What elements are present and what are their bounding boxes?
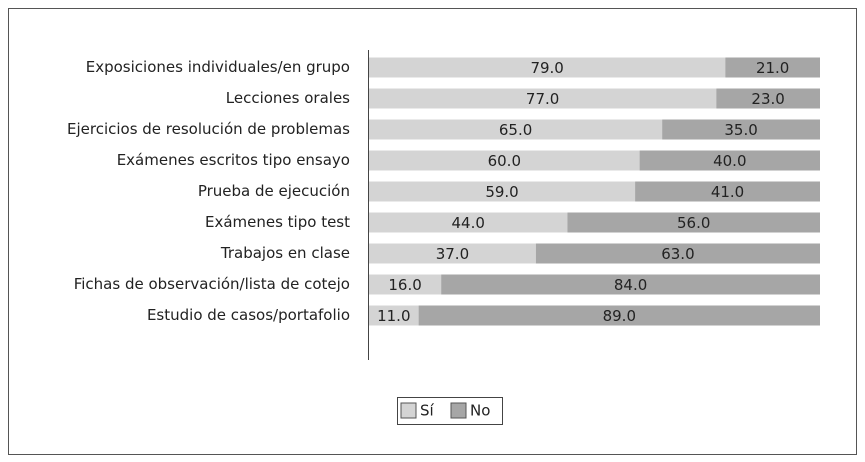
bar-segment: [441, 274, 820, 295]
bar-segment: [639, 150, 820, 171]
data-label: 40.0: [713, 152, 746, 170]
y-tick-label: Exámenes tipo test: [205, 213, 350, 231]
bar-segment: [725, 57, 820, 78]
data-label: 16.0: [388, 276, 421, 294]
data-label: 89.0: [603, 307, 636, 325]
legend-swatch: [400, 402, 417, 419]
data-label: 41.0: [711, 183, 744, 201]
data-label: 11.0: [377, 307, 410, 325]
y-tick-label: Exámenes escritos tipo ensayo: [117, 151, 350, 169]
y-tick-label: Prueba de ejecución: [198, 182, 350, 200]
bar-segment: [662, 119, 820, 140]
data-label: 35.0: [724, 121, 757, 139]
bar-segment: [369, 274, 442, 295]
bar-segment: [567, 212, 820, 233]
data-label: 84.0: [614, 276, 647, 294]
bar-segment: [369, 150, 640, 171]
y-tick-label: Ejercicios de resolución de problemas: [67, 120, 350, 138]
legend-swatch: [450, 402, 467, 419]
y-tick-label: Estudio de casos/portafolio: [147, 306, 350, 324]
bar-segment: [369, 212, 568, 233]
bar-segment: [369, 305, 419, 326]
legend-label: Sí: [420, 402, 435, 420]
bar-segment: [369, 243, 536, 264]
data-label: 56.0: [677, 214, 710, 232]
data-label: 44.0: [452, 214, 485, 232]
data-label: 79.0: [530, 59, 563, 77]
y-tick-label: Fichas de observación/lista de cotejo: [74, 275, 350, 293]
bar-segment: [635, 181, 820, 202]
bar-segment: [369, 181, 636, 202]
legend: [397, 397, 503, 425]
bar-segment: [418, 305, 820, 326]
bar-segment: [369, 57, 726, 78]
data-label: 37.0: [436, 245, 469, 263]
legend-label: No: [470, 402, 490, 420]
data-label: 23.0: [751, 90, 784, 108]
bar-segment: [369, 119, 663, 140]
bar-segment: [716, 88, 820, 109]
y-tick-label: Lecciones orales: [226, 89, 350, 107]
bar-segment: [369, 88, 717, 109]
data-label: 77.0: [526, 90, 559, 108]
data-label: 59.0: [485, 183, 518, 201]
data-label: 63.0: [661, 245, 694, 263]
data-label: 60.0: [488, 152, 521, 170]
y-tick-label: Trabajos en clase: [220, 244, 350, 262]
data-label: 21.0: [756, 59, 789, 77]
data-label: 65.0: [499, 121, 532, 139]
y-tick-label: Exposiciones individuales/en grupo: [86, 58, 350, 76]
bar-segment: [535, 243, 820, 264]
frame: [8, 8, 857, 455]
